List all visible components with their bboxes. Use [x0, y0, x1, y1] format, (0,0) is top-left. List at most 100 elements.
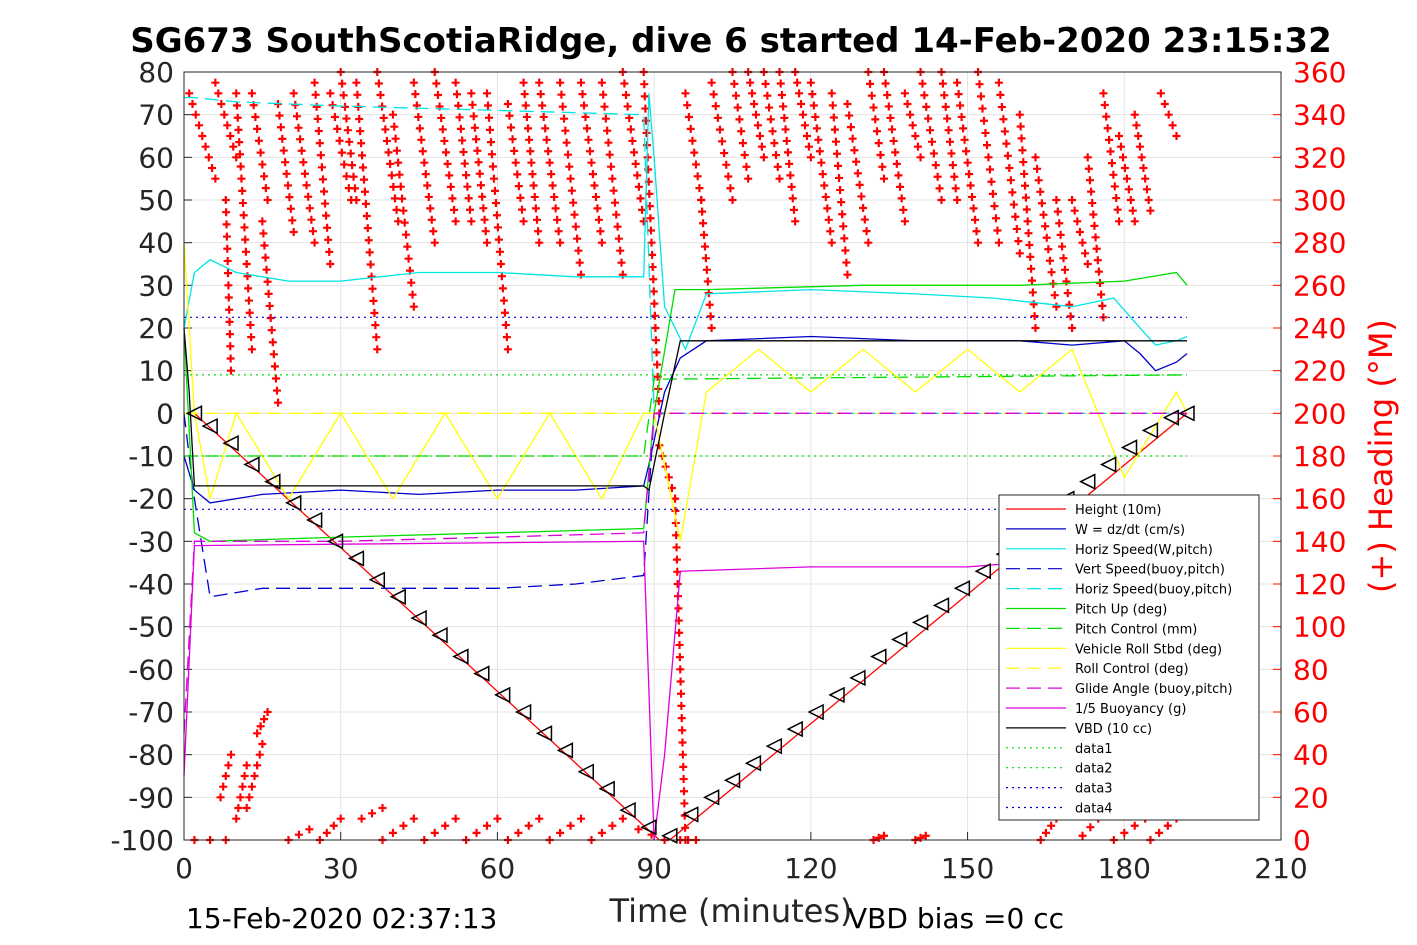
heading-point: [1029, 300, 1038, 309]
footer-timestamp: 15-Feb-2020 02:37:13: [186, 902, 497, 935]
depth-marker: [765, 737, 783, 755]
heading-point: [488, 162, 497, 171]
heading-point: [369, 296, 378, 305]
heading-point: [815, 147, 824, 156]
heading-point: [681, 89, 690, 98]
heading-point: [1017, 134, 1026, 143]
heading-point: [780, 113, 789, 122]
depth-marker: [786, 720, 803, 738]
x-tick-label: 0: [175, 852, 193, 885]
heading-point: [839, 222, 848, 231]
heading-point: [362, 212, 371, 220]
heading-point: [761, 79, 770, 88]
heading-point: [570, 210, 579, 219]
heading-point: [275, 111, 284, 120]
heading-point: [407, 278, 416, 287]
heading-point: [818, 170, 827, 179]
heading-point: [812, 124, 821, 133]
heading-point: [368, 809, 377, 818]
heading-point: [510, 146, 519, 155]
heading-point: [402, 230, 411, 239]
heading-point: [255, 750, 264, 759]
heading-point: [975, 80, 984, 89]
heading-point: [304, 192, 313, 201]
heading-point: [850, 146, 859, 155]
legend-entry: data3: [1075, 782, 1113, 797]
heading-point: [590, 181, 599, 190]
heading-point: [315, 139, 324, 148]
heading-point: [678, 750, 687, 759]
heading-point: [977, 92, 986, 101]
heading-point: [601, 114, 610, 123]
heading-point: [246, 320, 255, 329]
heading-point: [1056, 230, 1065, 239]
heading-point: [443, 159, 452, 168]
heading-point: [247, 333, 256, 342]
y2-tick-label: 240: [1293, 312, 1346, 345]
heading-point: [892, 159, 901, 168]
heading-point: [974, 238, 983, 247]
heading-point: [556, 78, 565, 87]
heading-point: [361, 199, 370, 208]
heading-point: [817, 158, 826, 167]
heading-point: [451, 217, 460, 226]
heading-point: [312, 102, 321, 111]
heading-point: [879, 174, 888, 183]
heading-point: [591, 192, 600, 201]
heading-point: [322, 211, 331, 220]
heading-point: [487, 150, 496, 159]
heading-point: [474, 158, 483, 167]
heading-point: [403, 242, 412, 251]
heading-point: [240, 772, 249, 780]
heading-point: [318, 175, 327, 184]
heading-point: [1026, 252, 1035, 261]
heading-point: [752, 110, 761, 119]
heading-point: [1096, 279, 1105, 288]
heading-point: [270, 362, 279, 371]
heading-point: [763, 91, 772, 100]
heading-point: [896, 182, 905, 191]
heading-point: [507, 123, 516, 132]
heading-point: [1011, 212, 1020, 221]
heading-point: [820, 181, 829, 190]
heading-point: [242, 804, 251, 812]
heading-point: [224, 269, 233, 278]
heading-point: [1115, 217, 1124, 226]
heading-point: [636, 194, 645, 203]
heading-point: [757, 142, 766, 151]
heading-point: [765, 103, 774, 112]
heading-point: [514, 828, 523, 837]
heading-point: [963, 158, 972, 167]
heading-point: [317, 163, 326, 172]
heading-point: [325, 247, 334, 256]
heading-point: [370, 308, 379, 317]
heading-point: [305, 825, 314, 834]
heading-point: [426, 204, 435, 213]
heading-point: [827, 89, 836, 98]
heading-point: [1022, 205, 1031, 214]
heading-point: [686, 124, 695, 133]
y2-tick-label: 180: [1293, 440, 1346, 473]
heading-point: [688, 136, 697, 145]
heading-point: [921, 831, 930, 840]
heading-point: [604, 138, 613, 147]
heading-point: [185, 89, 194, 98]
heading-point: [1005, 164, 1014, 172]
heading-point: [247, 345, 256, 354]
heading-point: [569, 198, 578, 207]
heading-point: [224, 293, 233, 302]
depth-marker: [974, 562, 991, 580]
heading-point: [467, 89, 476, 98]
heading-point: [535, 78, 544, 87]
legend-entry: VBD (10 cc): [1075, 722, 1152, 737]
heading-point: [542, 135, 551, 144]
heading-point: [1117, 142, 1126, 151]
heading-point: [728, 196, 737, 204]
heading-point: [860, 215, 869, 224]
heading-point: [1059, 254, 1068, 263]
heading-point: [382, 136, 391, 145]
heading-point: [310, 78, 319, 87]
heading-point: [356, 127, 365, 136]
heading-point: [1102, 112, 1111, 121]
heading-point: [409, 78, 418, 87]
